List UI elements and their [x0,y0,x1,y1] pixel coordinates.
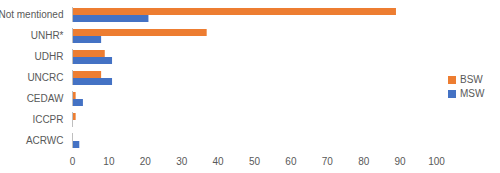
svg-text:Not mentioned: Not mentioned [0,9,64,20]
svg-text:60: 60 [285,156,297,167]
svg-text:CEDAW: CEDAW [27,93,64,104]
svg-text:0: 0 [70,156,76,167]
svg-text:40: 40 [213,156,225,167]
svg-text:100: 100 [428,156,445,167]
svg-text:UDHR: UDHR [35,51,64,62]
svg-text:20: 20 [140,156,152,167]
svg-text:UNCRC: UNCRC [27,72,63,83]
svg-text:ICCPR: ICCPR [32,114,63,125]
svg-text:70: 70 [322,156,334,167]
html-text:MSW: MSW [460,88,485,99]
svg-text:80: 80 [358,156,370,167]
svg-text:10: 10 [103,156,115,167]
svg-text:UNHR*: UNHR* [31,30,64,41]
svg-text:ACRWC: ACRWC [26,135,64,146]
svg-text:50: 50 [249,156,261,167]
html-text:BSW: BSW [460,74,483,85]
svg-text:90: 90 [395,156,407,167]
svg-text:30: 30 [176,156,188,167]
